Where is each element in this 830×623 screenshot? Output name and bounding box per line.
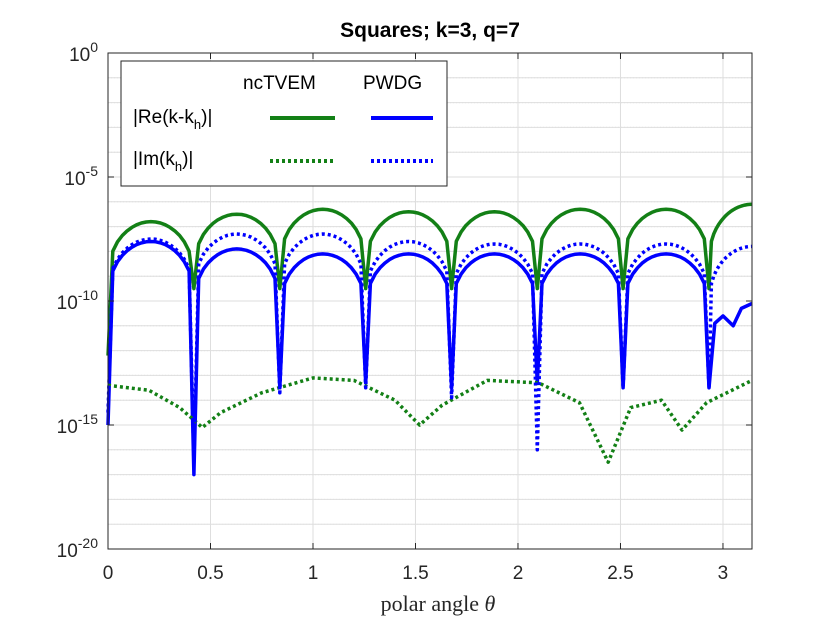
legend-row-re-sub: h xyxy=(194,117,201,132)
y-tick-label-exponent: -10 xyxy=(78,287,98,303)
x-tick-label: 1.5 xyxy=(402,563,428,584)
legend-row-re-main: |Re(k-k xyxy=(133,107,194,128)
y-tick-label: 10-20 xyxy=(57,535,99,562)
x-tick-label: 0 xyxy=(103,563,114,584)
y-tick-label: 10-5 xyxy=(64,163,98,190)
y-tick-label-base: 10 xyxy=(57,417,78,438)
x-axis-label-symbol: θ xyxy=(485,591,496,616)
y-tick-label: 10-10 xyxy=(57,287,99,314)
legend-box xyxy=(120,60,448,187)
x-tick-label: 1 xyxy=(308,563,319,584)
y-tick-label: 10-15 xyxy=(57,411,99,438)
series-line-0 xyxy=(106,202,753,356)
x-axis-label: polar angle θ xyxy=(381,591,496,616)
legend-row-im-sub: h xyxy=(175,159,182,174)
y-tick-label-exponent: -20 xyxy=(78,535,98,551)
y-tick-label-base: 10 xyxy=(69,45,90,66)
x-axis-tick-labels: 0 0.5 1 1.5 2 2.5 3 xyxy=(103,563,729,584)
series-line-2 xyxy=(107,376,753,464)
y-tick-label-exponent: 0 xyxy=(90,39,98,55)
series-line-3 xyxy=(106,232,753,464)
y-tick-label: 100 xyxy=(69,39,98,66)
legend-row-im-label: |Im(kh)| xyxy=(133,149,193,174)
series-layer xyxy=(106,202,753,477)
x-tick-label: 3 xyxy=(718,563,729,584)
y-tick-label-exponent: -5 xyxy=(86,163,99,179)
x-tick-label: 2.5 xyxy=(607,563,633,584)
legend-row-re-end: )| xyxy=(201,107,212,128)
legend-column-nctvem: ncTVEM xyxy=(243,73,316,94)
axis-ticks xyxy=(107,52,752,550)
legend-row-re-label: |Re(k-kh)| xyxy=(133,107,212,132)
legend-row-im-end: )| xyxy=(182,149,193,170)
x-axis-label-text: polar angle xyxy=(381,591,479,616)
y-tick-label-base: 10 xyxy=(64,169,85,190)
x-tick-label: 0.5 xyxy=(197,563,223,584)
legend-row-im-main: |Im(k xyxy=(133,149,175,170)
chart-title: Squares; k=3, q=7 xyxy=(340,19,520,42)
y-tick-label-base: 10 xyxy=(57,293,78,314)
legend: ncTVEM PWDG |Re(k-kh)| |Im(kh)| xyxy=(120,60,448,187)
y-tick-label-base: 10 xyxy=(57,541,78,562)
x-tick-label: 2 xyxy=(513,563,524,584)
y-tick-label-exponent: -15 xyxy=(78,411,98,427)
legend-column-pwdg: PWDG xyxy=(363,73,422,94)
